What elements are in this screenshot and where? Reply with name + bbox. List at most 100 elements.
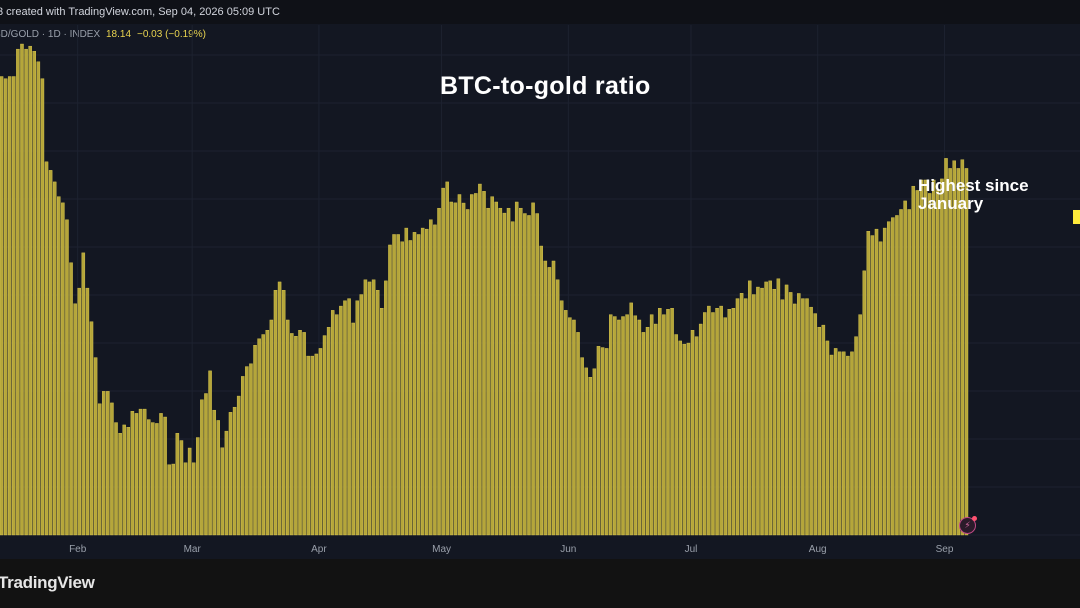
bar	[408, 240, 413, 536]
tradingview-logo[interactable]: TradingView	[0, 573, 95, 592]
bar	[641, 332, 646, 536]
x-tick-label: Jun	[560, 544, 576, 555]
bar	[490, 196, 494, 536]
bar	[551, 260, 556, 536]
symbol-label: SD/GOLD · 1D · INDEX	[0, 29, 101, 40]
bar	[208, 370, 212, 536]
bar	[874, 228, 879, 536]
bar	[232, 406, 237, 536]
bar	[629, 302, 633, 536]
bar	[200, 399, 204, 536]
bar	[649, 314, 654, 536]
bar	[3, 78, 8, 536]
bar	[604, 348, 609, 536]
bar	[44, 161, 49, 536]
bar	[57, 196, 61, 536]
bar	[355, 300, 359, 536]
lightning-icon[interactable]: ⚡	[959, 516, 977, 534]
bar	[171, 463, 176, 536]
bar	[670, 308, 674, 536]
bar	[302, 332, 306, 536]
bar	[61, 202, 65, 536]
bar	[396, 234, 400, 536]
bar	[964, 168, 969, 536]
bar	[318, 348, 323, 536]
bar	[498, 207, 503, 536]
bar	[674, 334, 678, 536]
bar	[919, 179, 924, 536]
bar	[731, 308, 736, 536]
bar	[882, 227, 887, 536]
bar	[764, 281, 768, 536]
bar	[187, 447, 192, 536]
alert-dot	[972, 516, 977, 521]
bar	[12, 76, 16, 536]
bar	[596, 346, 601, 536]
bar	[175, 433, 180, 536]
bar	[547, 267, 552, 536]
bar	[388, 244, 392, 536]
bar	[690, 330, 695, 536]
bar	[81, 252, 86, 536]
bar-chart[interactable]: Feb Mar Apr May Jun Jul Aug Sep	[0, 0, 1080, 560]
bar	[363, 279, 368, 536]
bar	[633, 315, 638, 536]
bar	[85, 287, 90, 536]
bar	[662, 314, 666, 536]
bar	[130, 411, 135, 536]
bar	[384, 280, 388, 536]
bar	[792, 303, 797, 536]
bar	[322, 335, 327, 536]
x-tick-label: Aug	[809, 544, 827, 555]
x-tick-label: Mar	[184, 544, 202, 555]
bar	[715, 308, 719, 536]
bar	[326, 327, 331, 536]
bar	[948, 168, 952, 536]
bar	[903, 200, 907, 536]
bar	[265, 330, 270, 536]
bar	[854, 336, 858, 536]
bar	[457, 194, 462, 536]
bar	[261, 334, 265, 536]
bar	[850, 351, 854, 536]
bar	[858, 314, 862, 536]
bar	[77, 287, 81, 536]
bar	[474, 193, 478, 536]
x-tick-label: Apr	[311, 544, 327, 555]
bar	[678, 340, 683, 536]
bar	[666, 309, 670, 536]
bar	[927, 193, 932, 536]
bar	[535, 213, 539, 536]
change-value: −0.03 (−0.19%)	[137, 29, 206, 40]
x-tick-label: Sep	[936, 544, 954, 555]
bar	[469, 194, 474, 536]
bar	[416, 234, 421, 536]
bar	[833, 348, 838, 536]
bar	[183, 462, 188, 536]
bar	[887, 221, 891, 536]
bar	[249, 363, 253, 536]
bar	[241, 376, 245, 536]
bar	[380, 308, 384, 536]
last-value: 18.14	[106, 29, 132, 40]
top-bar: 3 created with TradingView.com, Sep 04, …	[0, 0, 1080, 24]
bar	[24, 48, 28, 536]
bar	[797, 293, 801, 536]
bar	[862, 270, 866, 536]
bar	[829, 354, 834, 536]
bar	[134, 413, 139, 536]
bar	[330, 310, 335, 536]
bar	[776, 278, 781, 536]
bar	[196, 437, 200, 536]
bar	[960, 159, 965, 536]
bar	[281, 290, 286, 536]
bar	[52, 181, 57, 536]
bar	[617, 319, 621, 536]
bar	[314, 353, 319, 536]
bar	[138, 408, 143, 536]
bar	[637, 319, 642, 536]
bar	[159, 413, 163, 536]
bar	[298, 330, 302, 536]
bar	[801, 298, 805, 536]
bar	[310, 355, 315, 536]
